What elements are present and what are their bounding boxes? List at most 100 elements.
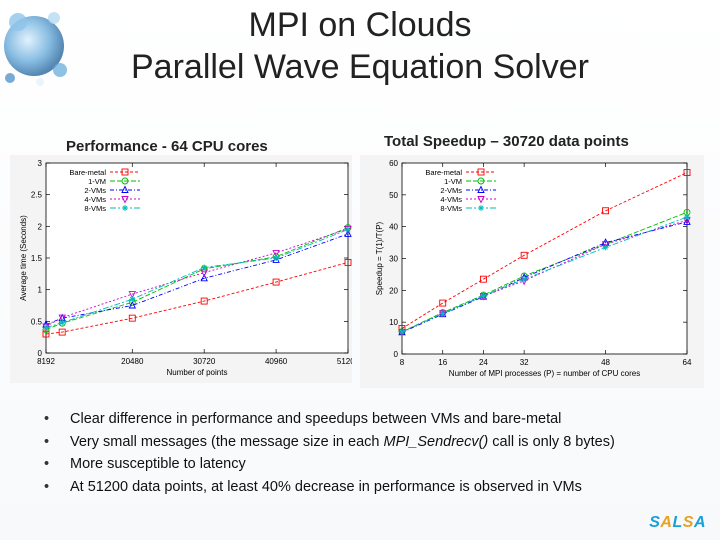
title-line-2: Parallel Wave Equation Solver <box>131 48 589 86</box>
bullet-item: At 51200 data points, at least 40% decre… <box>44 476 704 499</box>
data-point <box>42 330 50 338</box>
data-point <box>344 258 352 266</box>
y-tick-label: 40 <box>389 223 398 232</box>
data-point <box>601 241 610 249</box>
y-tick-label: 0 <box>394 350 399 359</box>
slide-title: MPI on Clouds Parallel Wave Equation Sol… <box>0 4 720 88</box>
y-tick-label: 0 <box>38 349 43 358</box>
series-line <box>45 233 349 325</box>
data-point <box>344 229 352 237</box>
globe-logo-icon <box>4 12 67 86</box>
data-point <box>59 319 66 326</box>
brand-letter: L <box>672 514 683 531</box>
y-tick-label: 2.5 <box>31 191 43 200</box>
data-point <box>273 255 280 261</box>
data-point <box>602 244 609 251</box>
legend-label: 1-VM <box>444 177 462 186</box>
legend-label: Bare-metal <box>425 168 462 177</box>
data-point <box>683 169 691 177</box>
x-tick-label: 30720 <box>193 357 216 366</box>
y-tick-label: 10 <box>389 318 398 327</box>
data-point <box>43 324 49 331</box>
bullet-item: More susceptible to latency <box>44 453 704 476</box>
legend-marker <box>122 205 128 211</box>
data-point <box>58 314 66 323</box>
brand-letter: A <box>693 514 706 531</box>
title-line-1: MPI on Clouds <box>248 6 472 44</box>
data-point <box>479 275 487 283</box>
series-line <box>401 211 688 333</box>
data-point <box>128 291 137 299</box>
data-point <box>129 296 136 303</box>
legend-marker <box>121 177 129 185</box>
legend-marker <box>477 168 485 176</box>
series-line <box>45 228 349 327</box>
legend-marker <box>478 205 484 211</box>
performance-chart: 0 0.5 1 1.5 2 2.5 3 8192 20480 30720 40960 51200 Num… <box>19 159 360 377</box>
chart-2-panel: 0 10 20 30 40 50 60 8 16 24 32 48 64 Number of MPI pr… <box>360 155 704 388</box>
legend-marker <box>477 177 485 185</box>
x-tick-label: 8192 <box>37 357 55 366</box>
y-tick-label: 0.5 <box>31 317 43 326</box>
data-point <box>399 328 405 335</box>
data-point <box>684 214 690 221</box>
y-tick-label: 1.5 <box>31 254 43 263</box>
mpi-sendrecv-term: MPI_Sendrecv() <box>383 433 489 450</box>
legend-label: Bare-metal <box>69 168 106 177</box>
legend-label: 4-VMs <box>440 195 462 204</box>
series-line <box>401 172 688 329</box>
y-tick-label: 3 <box>38 159 43 168</box>
data-point <box>272 278 280 286</box>
x-tick-label: 8 <box>400 358 405 367</box>
x-axis-label: Number of points <box>167 368 228 377</box>
data-point <box>602 207 610 215</box>
brand-letter: A <box>660 514 673 531</box>
x-tick-label: 24 <box>479 358 488 367</box>
legend-label: 1-VM <box>88 177 106 186</box>
bullet-list: Clear difference in performance and spee… <box>44 408 704 498</box>
data-point <box>200 273 208 282</box>
salsa-brand: SALSA <box>649 514 706 532</box>
data-point <box>201 264 208 271</box>
legend-marker <box>477 185 485 193</box>
y-tick-label: 30 <box>389 255 398 264</box>
data-point <box>128 314 136 322</box>
y-tick-label: 20 <box>389 286 398 295</box>
data-point <box>439 299 447 307</box>
brand-letter: S <box>649 514 661 531</box>
legend-label: 4-VMs <box>84 195 106 204</box>
series-line <box>45 229 349 329</box>
y-tick-label: 50 <box>389 191 398 200</box>
bullet-item: Very small messages (the message size in… <box>44 431 704 454</box>
x-tick-label: 20480 <box>121 357 144 366</box>
data-point <box>480 292 487 299</box>
data-point <box>345 226 351 233</box>
x-tick-label: 48 <box>601 358 610 367</box>
legend-label: 8-VMs <box>440 204 462 213</box>
data-point <box>439 310 446 317</box>
legend-marker <box>121 185 129 193</box>
speedup-chart: 0 10 20 30 40 50 60 8 16 24 32 48 64 Number of MPI pr… <box>375 159 692 378</box>
y-axis-label: Average time (Seconds) <box>19 215 28 301</box>
data-point <box>58 328 66 336</box>
x-tick-label: 51200 <box>337 357 352 366</box>
x-tick-label: 40960 <box>265 357 288 366</box>
legend-marker <box>121 168 129 176</box>
legend-marker <box>477 196 485 204</box>
x-tick-label: 32 <box>520 358 529 367</box>
data-point <box>200 297 208 305</box>
series-line <box>401 216 688 333</box>
data-point <box>128 300 137 309</box>
legend-label: 8-VMs <box>84 204 106 213</box>
y-tick-label: 2 <box>38 222 43 231</box>
plot-area <box>45 162 349 354</box>
data-point <box>521 276 528 283</box>
legend-label: 2-VMs <box>84 186 106 195</box>
y-tick-label: 1 <box>38 286 43 295</box>
brand-letter: S <box>682 514 694 531</box>
chart-1-panel: 0 0.5 1 1.5 2 2.5 3 8192 20480 30720 40960 51200 Num… <box>10 155 360 383</box>
chart-2-subtitle: Total Speedup – 30720 data points <box>384 133 629 150</box>
data-point <box>272 249 280 258</box>
y-tick-label: 60 <box>389 159 398 168</box>
